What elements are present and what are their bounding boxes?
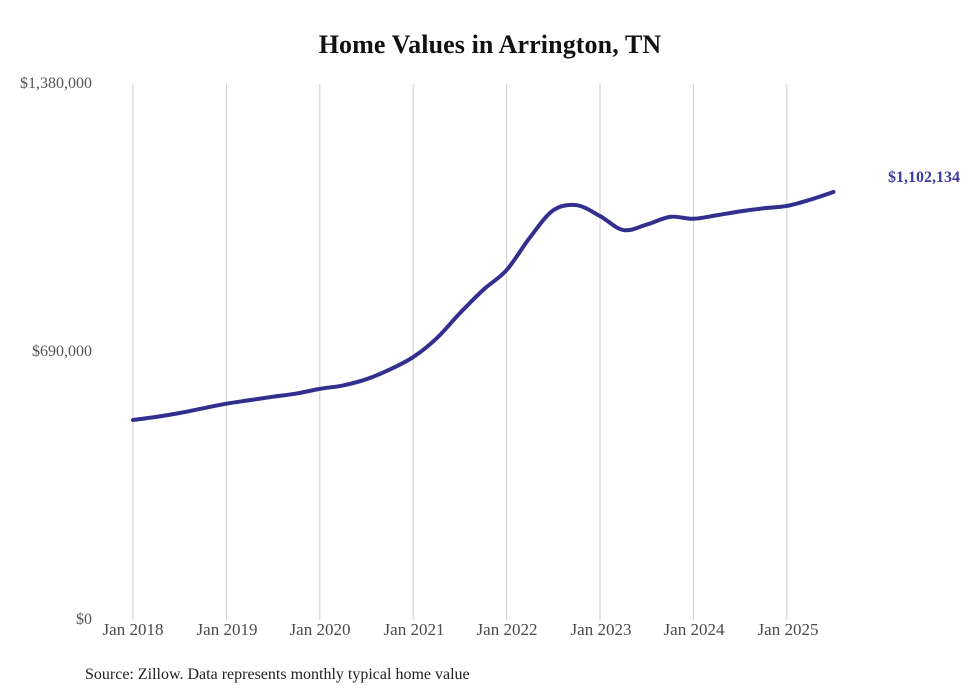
end-value-label: $1,102,134 (888, 169, 960, 186)
x-axis-tick-label-jan-2018: Jan 2018 (102, 620, 164, 639)
home-value-series-line (131, 189, 836, 422)
x-axis-tick-label-jan-2024: Jan 2024 (663, 620, 725, 639)
source-note: Source: Zillow. Data represents monthly … (85, 666, 470, 683)
x-axis-tick-label-jan-2025: Jan 2025 (757, 620, 819, 639)
y-axis-tick-label-bottom: $0 (76, 611, 92, 628)
y-axis-tick-label-top: $1,380,000 (20, 75, 92, 92)
x-axis-tick-label-jan-2021: Jan 2021 (383, 620, 445, 639)
x-axis-tick-label-jan-2023: Jan 2023 (570, 620, 632, 639)
x-axis-tick-label-jan-2020: Jan 2020 (289, 620, 351, 639)
gridlines-group (132, 84, 788, 620)
x-axis-tick-label-jan-2022: Jan 2022 (476, 620, 538, 639)
y-axis-tick-label-middle: $690,000 (32, 343, 92, 360)
x-axis-tick-label-jan-2019: Jan 2019 (196, 620, 258, 639)
chart-title: Home Values in Arrington, TN (318, 30, 662, 59)
